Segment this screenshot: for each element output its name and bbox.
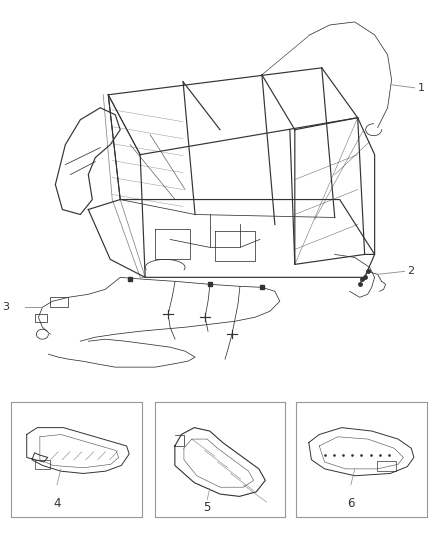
Bar <box>50 297 68 308</box>
Text: 1: 1 <box>417 83 424 93</box>
Bar <box>35 314 47 322</box>
Bar <box>377 461 396 471</box>
Text: 6: 6 <box>347 497 355 510</box>
Text: 2: 2 <box>407 266 415 277</box>
Text: 4: 4 <box>53 497 61 510</box>
Text: 5: 5 <box>204 502 211 514</box>
Bar <box>35 459 50 469</box>
Text: 3: 3 <box>3 302 10 312</box>
